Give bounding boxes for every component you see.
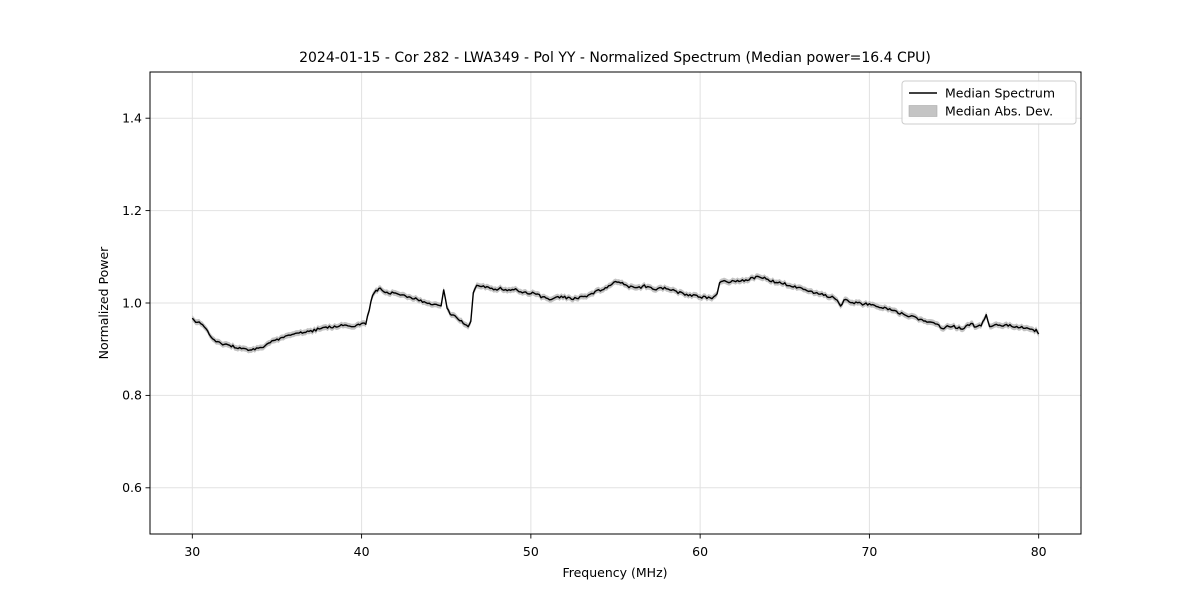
grid-lines (150, 72, 1081, 534)
median-spectrum-line (191, 275, 1040, 352)
y-axis-label: Normalized Power (96, 246, 111, 360)
y-tick-label: 0.8 (122, 388, 142, 403)
y-axis-ticks: 0.6 0.8 1.0 1.2 1.4 (122, 111, 150, 495)
x-tick-label: 50 (523, 544, 539, 559)
x-tick-label: 60 (692, 544, 708, 559)
y-tick-label: 1.0 (122, 295, 142, 310)
x-axis-ticks: 30 40 50 60 70 80 (184, 534, 1047, 559)
legend-label-median-abs-dev: Median Abs. Dev. (945, 104, 1053, 119)
legend-box (901, 80, 1077, 125)
legend-patch-swatch (908, 105, 938, 117)
y-tick-label: 1.2 (122, 203, 142, 218)
legend-label-median-spectrum: Median Spectrum (945, 86, 1055, 101)
y-tick-label: 0.6 (122, 480, 142, 495)
x-axis-label: Frequency (MHz) (562, 565, 667, 580)
legend: Median Spectrum Median Abs. Dev. (901, 80, 1077, 125)
chart-title: 2024-01-15 - Cor 282 - LWA349 - Pol YY -… (299, 50, 931, 66)
x-tick-label: 70 (861, 544, 877, 559)
median-abs-dev-band (192, 273, 1039, 354)
y-tick-label: 1.4 (122, 111, 142, 126)
x-tick-label: 80 (1031, 544, 1047, 559)
x-tick-label: 30 (184, 544, 200, 559)
x-tick-label: 40 (354, 544, 370, 559)
